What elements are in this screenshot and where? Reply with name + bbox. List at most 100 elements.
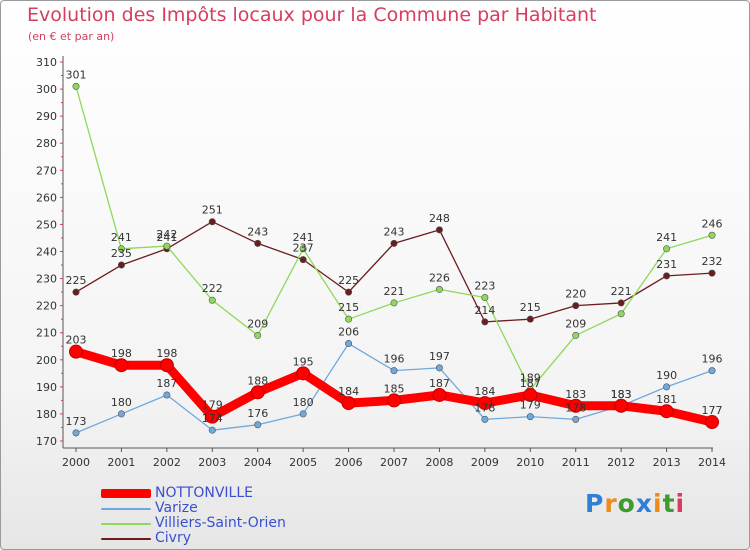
data-point xyxy=(69,344,83,359)
data-point xyxy=(387,393,402,408)
data-label: 176 xyxy=(247,407,268,420)
logo-letter: x xyxy=(635,489,653,518)
y-tick-label: 180 xyxy=(36,408,57,421)
y-tick-label: 190 xyxy=(36,381,57,394)
x-tick-label: 2002 xyxy=(153,456,181,469)
y-tick-label: 280 xyxy=(36,137,57,150)
logo-letter: r xyxy=(604,489,618,518)
data-point xyxy=(477,396,492,411)
data-label: 188 xyxy=(247,374,268,387)
y-tick-label: 210 xyxy=(36,327,57,340)
y-tick-label: 260 xyxy=(36,191,57,204)
data-label: 173 xyxy=(66,415,87,428)
data-label: 248 xyxy=(429,212,450,225)
data-point xyxy=(254,239,262,247)
data-label: 177 xyxy=(702,404,723,417)
legend-label-nottonville: NOTTONVILLE xyxy=(155,485,253,501)
data-label: 184 xyxy=(338,385,359,398)
data-point xyxy=(345,315,353,323)
data-label: 237 xyxy=(293,242,314,255)
data-label: 221 xyxy=(384,285,405,298)
data-point xyxy=(708,367,716,375)
logo-letter: P xyxy=(585,489,605,518)
legend-swatch-villiers-saint-orien xyxy=(101,523,151,525)
x-tick-label: 2005 xyxy=(289,456,317,469)
data-label: 242 xyxy=(156,228,177,241)
data-label: 179 xyxy=(202,399,223,412)
y-tick-label: 170 xyxy=(36,435,57,448)
data-point xyxy=(390,367,398,375)
logo-letter: t xyxy=(662,489,676,518)
data-point xyxy=(208,426,216,434)
data-point xyxy=(572,331,580,339)
data-point xyxy=(617,310,625,318)
data-label: 180 xyxy=(111,396,132,409)
data-point xyxy=(659,404,674,419)
data-label: 183 xyxy=(565,388,586,401)
data-label: 190 xyxy=(656,369,677,382)
data-point xyxy=(117,245,125,253)
data-point xyxy=(572,302,580,310)
data-point xyxy=(159,358,174,373)
data-point xyxy=(523,387,538,402)
y-tick-label: 240 xyxy=(36,246,57,259)
data-label: 184 xyxy=(474,385,495,398)
data-label: 243 xyxy=(384,225,405,238)
data-point xyxy=(481,294,489,302)
data-label: 215 xyxy=(338,301,359,314)
data-label: 222 xyxy=(202,282,223,295)
data-point xyxy=(390,299,398,307)
data-point xyxy=(663,383,671,391)
data-point xyxy=(435,285,443,293)
data-point xyxy=(254,331,262,339)
data-point xyxy=(572,415,580,423)
data-point xyxy=(296,366,311,381)
data-point xyxy=(250,385,265,400)
data-point xyxy=(708,269,716,277)
y-tick-label: 250 xyxy=(36,218,57,231)
data-point xyxy=(705,415,720,430)
x-tick-label: 2014 xyxy=(698,456,726,469)
data-label: 206 xyxy=(338,326,359,339)
data-label: 185 xyxy=(384,382,405,395)
x-tick-label: 2008 xyxy=(425,456,453,469)
x-tick-label: 2009 xyxy=(471,456,499,469)
data-label: 209 xyxy=(565,317,586,330)
legend-swatch-civry xyxy=(101,538,151,540)
y-tick-label: 230 xyxy=(36,273,57,286)
data-label: 235 xyxy=(111,247,132,260)
legend-swatch-nottonville xyxy=(101,489,151,498)
data-label: 195 xyxy=(293,355,314,368)
data-label: 174 xyxy=(202,412,223,425)
data-point xyxy=(481,318,489,326)
y-tick-label: 300 xyxy=(36,83,57,96)
proxiti-logo: Proxiti xyxy=(585,489,685,518)
data-label: 187 xyxy=(429,377,450,390)
data-label: 187 xyxy=(520,377,541,390)
data-point xyxy=(663,245,671,253)
logo-letter: i xyxy=(675,489,686,518)
data-point xyxy=(205,409,220,424)
x-tick-label: 2003 xyxy=(198,456,226,469)
data-label: 181 xyxy=(656,393,677,406)
x-tick-label: 2012 xyxy=(607,456,635,469)
data-label: 301 xyxy=(66,68,87,81)
legend-label-civry: Civry xyxy=(155,530,191,546)
data-label: 178 xyxy=(565,401,586,414)
data-point xyxy=(345,288,353,296)
data-label: 221 xyxy=(611,285,632,298)
data-point xyxy=(299,410,307,418)
data-label: 187 xyxy=(156,377,177,390)
data-point xyxy=(254,421,262,429)
data-label: 196 xyxy=(702,353,723,366)
data-point xyxy=(708,231,716,239)
data-point xyxy=(663,272,671,280)
data-label: 246 xyxy=(702,217,723,230)
y-tick-label: 270 xyxy=(36,164,57,177)
data-label: 241 xyxy=(293,231,314,244)
data-point xyxy=(72,429,80,437)
logo-letter: i xyxy=(653,489,663,518)
data-label: 189 xyxy=(520,372,541,385)
data-label: 243 xyxy=(247,225,268,238)
